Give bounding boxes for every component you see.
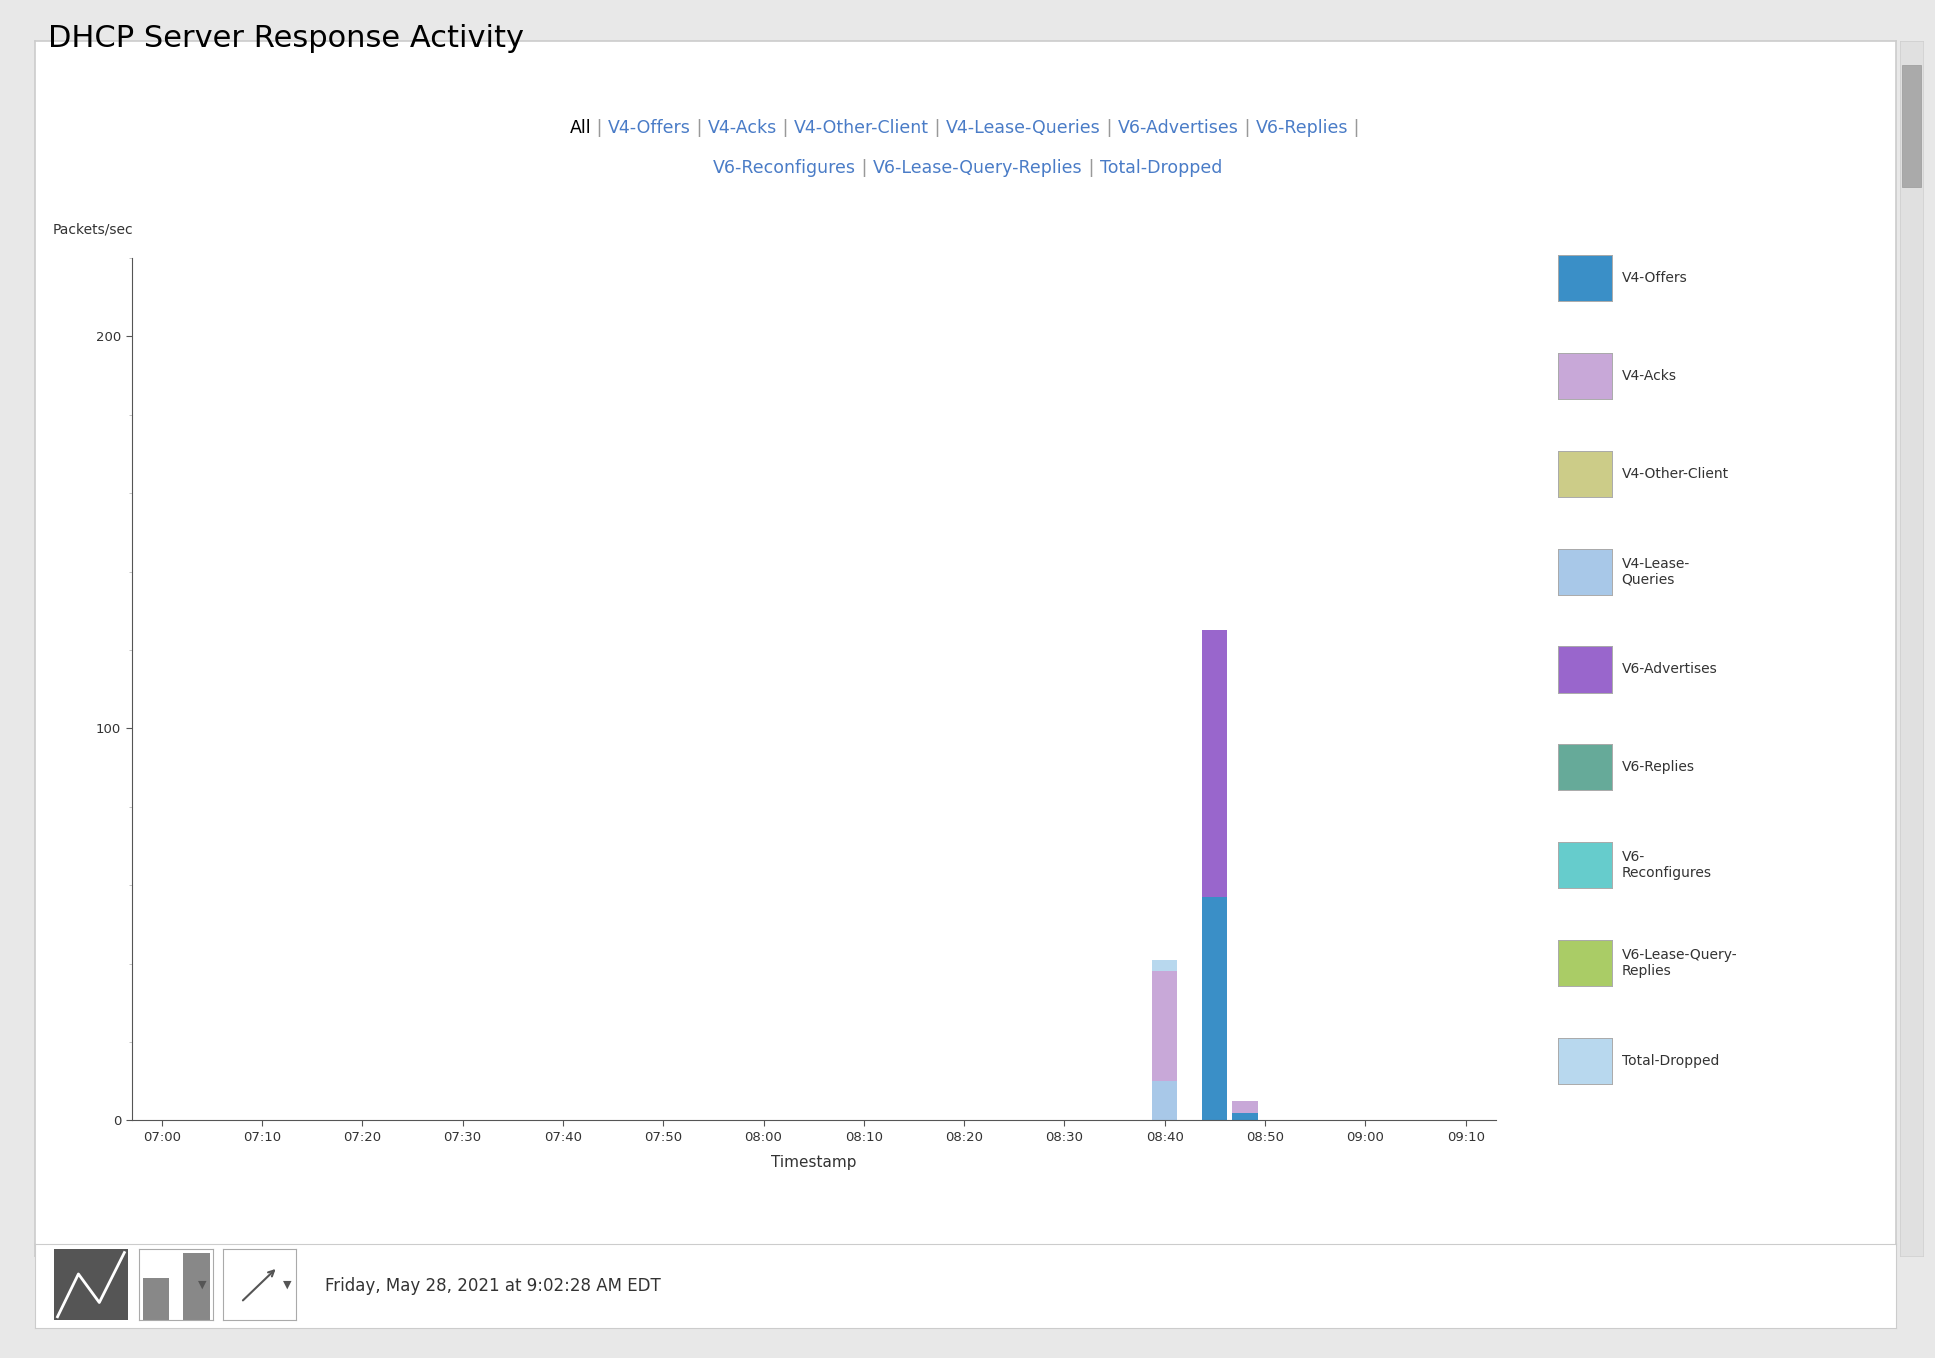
Text: Total-Dropped: Total-Dropped [1622,1054,1718,1067]
Text: V4-Offers: V4-Offers [608,118,691,137]
Bar [1151,1081,1176,1120]
X-axis label: Timestamp: Timestamp [770,1154,857,1169]
Text: All: All [569,118,592,137]
Text: V4-Lease-Queries: V4-Lease-Queries [946,118,1101,137]
Text: V6-Advertises: V6-Advertises [1622,663,1716,676]
Text: V4-Acks: V4-Acks [708,118,778,137]
Text: V6-Advertises: V6-Advertises [1118,118,1238,137]
Text: |: | [1349,118,1366,137]
Bar [1151,960,1176,971]
Text: |: | [929,118,946,137]
Text: |: | [1238,118,1256,137]
Text: V4-Lease-
Queries: V4-Lease- Queries [1622,557,1689,587]
Text: V4-Other-Client: V4-Other-Client [1622,467,1728,481]
Text: Packets/sec: Packets/sec [52,223,134,236]
Bar [1233,1101,1258,1112]
Text: V4-Offers: V4-Offers [1622,272,1687,285]
Bar [1233,1112,1258,1120]
Text: |: | [1101,118,1118,137]
Text: V6-
Reconfigures: V6- Reconfigures [1622,850,1712,880]
Bar [143,1278,170,1320]
Bar [1902,65,1921,186]
Text: V4-Other-Client: V4-Other-Client [793,118,929,137]
Text: ▼: ▼ [197,1279,205,1290]
Text: DHCP Server Response Activity: DHCP Server Response Activity [48,24,524,53]
Text: |: | [855,159,873,178]
Text: V4-Acks: V4-Acks [1622,369,1676,383]
Text: |: | [691,118,708,137]
Text: |: | [592,118,608,137]
Text: |: | [1082,159,1099,178]
Text: ▼: ▼ [283,1279,292,1290]
Text: V6-Replies: V6-Replies [1622,760,1695,774]
Text: V6-Reconfigures: V6-Reconfigures [712,159,855,178]
Bar [182,1252,209,1320]
Text: Friday, May 28, 2021 at 9:02:28 AM EDT: Friday, May 28, 2021 at 9:02:28 AM EDT [325,1277,662,1296]
Bar [1202,630,1227,896]
Text: V6-Replies: V6-Replies [1256,118,1349,137]
Text: |: | [778,118,793,137]
Text: Total-Dropped: Total-Dropped [1099,159,1223,178]
Bar [1151,971,1176,1081]
Text: V6-Lease-Query-Replies: V6-Lease-Query-Replies [873,159,1082,178]
Bar [1202,896,1227,1120]
Text: V6-Lease-Query-
Replies: V6-Lease-Query- Replies [1622,948,1738,978]
